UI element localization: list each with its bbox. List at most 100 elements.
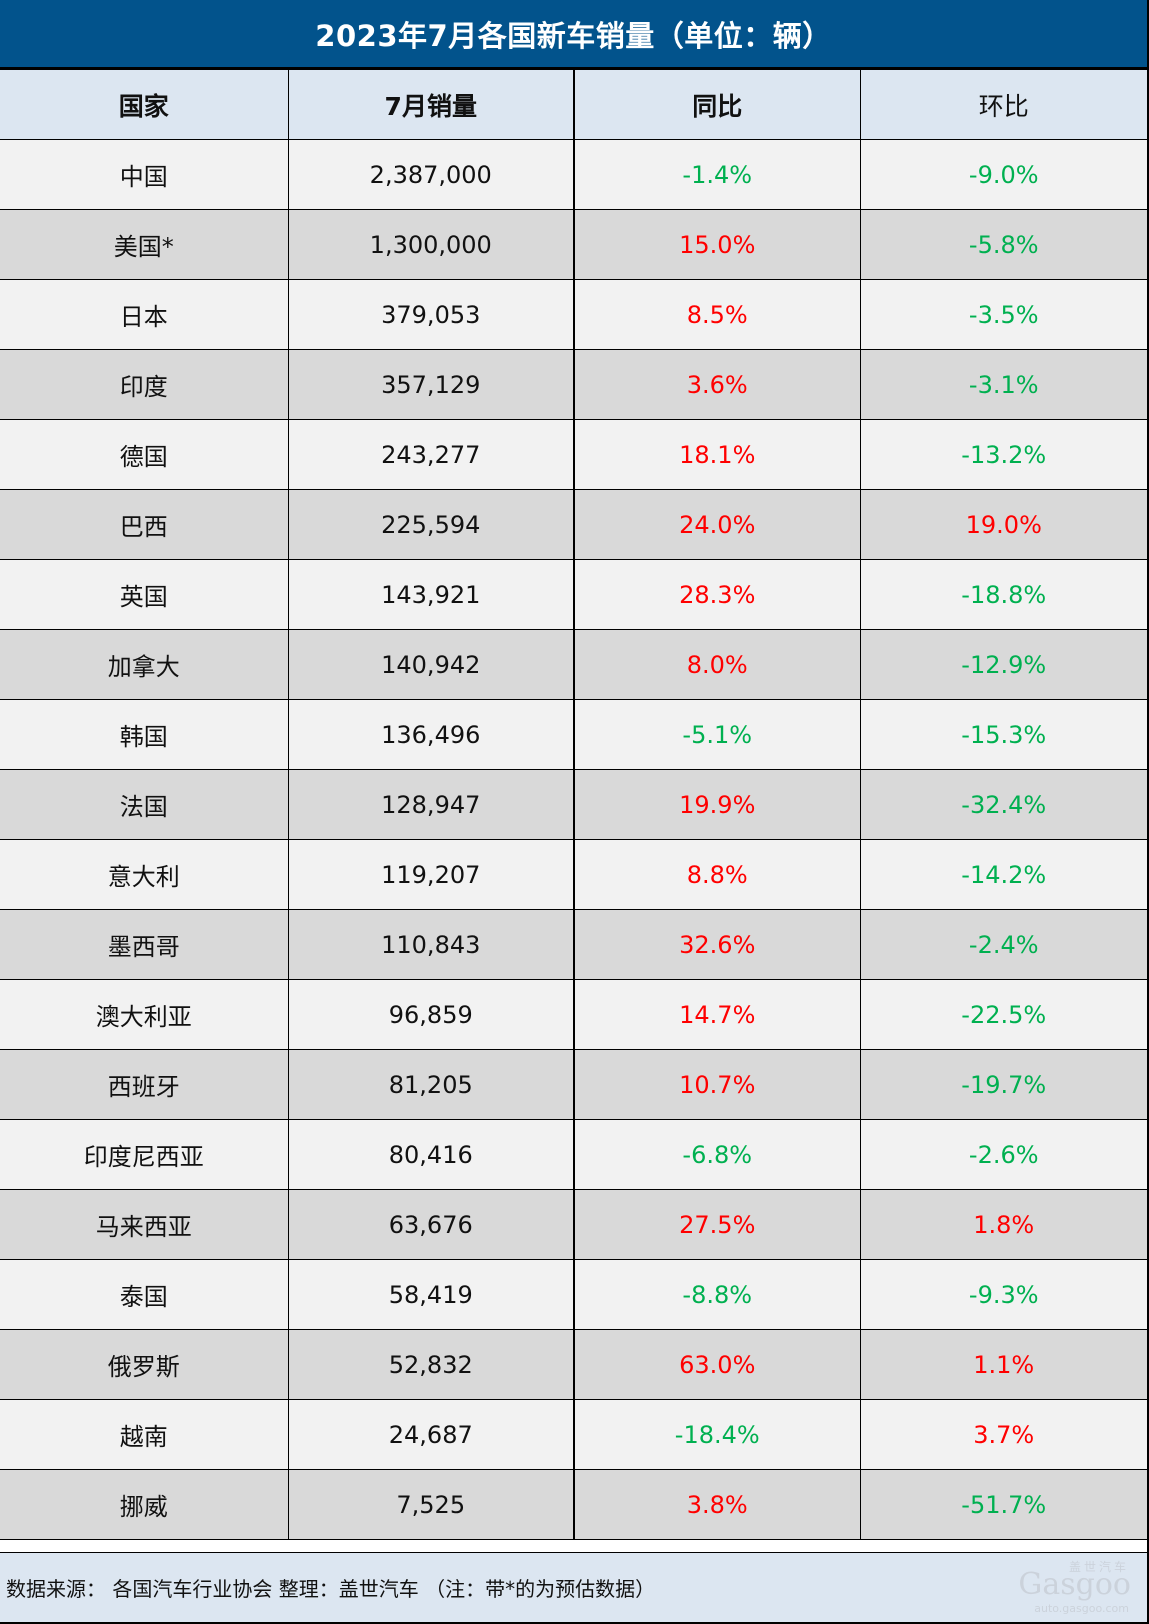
- watermark-cn: 盖世汽车: [1068, 1560, 1129, 1574]
- yoy-cell: 14.7%: [573, 979, 860, 1050]
- table-row: 泰国 58,419 -8.8% -9.3%: [0, 1259, 1147, 1330]
- sales-cell: 136,496: [287, 699, 574, 770]
- table-row: 德国 243,277 18.1% -13.2%: [0, 419, 1147, 490]
- yoy-cell: 18.1%: [573, 419, 860, 490]
- country-cell: 英国: [0, 559, 288, 630]
- table-row: 韩国 136,496 -5.1% -15.3%: [0, 699, 1147, 770]
- country-cell: 意大利: [0, 839, 288, 910]
- sales-cell: 110,843: [287, 909, 574, 980]
- sales-cell: 128,947: [287, 769, 574, 840]
- sales-cell: 80,416: [287, 1119, 574, 1190]
- country-cell: 韩国: [0, 699, 288, 770]
- header-yoy: 同比: [573, 69, 860, 140]
- header-sales: 7月销量: [287, 69, 574, 140]
- sales-cell: 7,525: [287, 1469, 574, 1540]
- mom-cell: -32.4%: [859, 769, 1147, 840]
- yoy-cell: -8.8%: [573, 1259, 860, 1330]
- yoy-cell: 3.8%: [573, 1469, 860, 1540]
- sales-cell: 119,207: [287, 839, 574, 910]
- sales-cell: 96,859: [287, 979, 574, 1050]
- yoy-cell: -18.4%: [573, 1399, 860, 1470]
- country-cell: 挪威: [0, 1469, 288, 1540]
- mom-cell: -22.5%: [859, 979, 1147, 1050]
- mom-cell: -9.0%: [859, 139, 1147, 210]
- yoy-cell: 10.7%: [573, 1049, 860, 1120]
- mom-cell: -19.7%: [859, 1049, 1147, 1120]
- mom-cell: -12.9%: [859, 629, 1147, 700]
- sales-cell: 357,129: [287, 349, 574, 420]
- table-body: 中国 2,387,000 -1.4% -9.0% 美国* 1,300,000 15.0% -5…: [0, 139, 1147, 1540]
- sales-cell: 81,205: [287, 1049, 574, 1120]
- country-cell: 德国: [0, 419, 288, 490]
- table-row: 法国 128,947 19.9% -32.4%: [0, 769, 1147, 840]
- sales-table: 国家 7月销量 同比 环比 中国 2,387,000 -1.4% -9.0% 美国* 1,…: [0, 69, 1147, 1540]
- country-cell: 加拿大: [0, 629, 288, 700]
- sales-cell: 243,277: [287, 419, 574, 490]
- mom-cell: -51.7%: [859, 1469, 1147, 1540]
- table-row: 美国* 1,300,000 15.0% -5.8%: [0, 209, 1147, 280]
- table-row: 挪威 7,525 3.8% -51.7%: [0, 1469, 1147, 1540]
- country-cell: 印度尼西亚: [0, 1119, 288, 1190]
- mom-cell: -2.6%: [859, 1119, 1147, 1190]
- table-row: 巴西 225,594 24.0% 19.0%: [0, 489, 1147, 560]
- yoy-cell: 15.0%: [573, 209, 860, 280]
- yoy-cell: 28.3%: [573, 559, 860, 630]
- yoy-cell: -5.1%: [573, 699, 860, 770]
- sales-cell: 52,832: [287, 1329, 574, 1400]
- sales-cell: 225,594: [287, 489, 574, 560]
- table-row: 越南 24,687 -18.4% 3.7%: [0, 1399, 1147, 1470]
- country-cell: 巴西: [0, 489, 288, 560]
- mom-cell: -3.1%: [859, 349, 1147, 420]
- sales-cell: 2,387,000: [287, 139, 574, 210]
- mom-cell: 19.0%: [859, 489, 1147, 560]
- table-row: 印度 357,129 3.6% -3.1%: [0, 349, 1147, 420]
- mom-cell: 1.8%: [859, 1189, 1147, 1260]
- header-country: 国家: [0, 69, 288, 140]
- country-cell: 美国*: [0, 209, 288, 280]
- sales-cell: 140,942: [287, 629, 574, 700]
- country-cell: 马来西亚: [0, 1189, 288, 1260]
- mom-cell: 1.1%: [859, 1329, 1147, 1400]
- sales-cell: 63,676: [287, 1189, 574, 1260]
- gasgoo-logo-icon: Gasgoo: [1018, 1567, 1131, 1602]
- table-row: 墨西哥 110,843 32.6% -2.4%: [0, 909, 1147, 980]
- country-cell: 俄罗斯: [0, 1329, 288, 1400]
- sales-cell: 58,419: [287, 1259, 574, 1330]
- country-cell: 墨西哥: [0, 909, 288, 980]
- gasgoo-watermark: 盖世汽车 Gasgoo auto.gasgoo.com: [987, 1558, 1137, 1618]
- mom-cell: -18.8%: [859, 559, 1147, 630]
- country-cell: 中国: [0, 139, 288, 210]
- table-row: 日本 379,053 8.5% -3.5%: [0, 279, 1147, 350]
- table-title: 2023年7月各国新车销量（单位：辆）: [0, 0, 1147, 69]
- country-cell: 西班牙: [0, 1049, 288, 1120]
- yoy-cell: 27.5%: [573, 1189, 860, 1260]
- yoy-cell: 32.6%: [573, 909, 860, 980]
- yoy-cell: 8.5%: [573, 279, 860, 350]
- source-note: 数据来源： 各国汽车行业协会 整理：盖世汽车 （注：带*的为预估数据）: [0, 1552, 1147, 1622]
- table-row: 加拿大 140,942 8.0% -12.9%: [0, 629, 1147, 700]
- yoy-cell: -1.4%: [573, 139, 860, 210]
- yoy-cell: 3.6%: [573, 349, 860, 420]
- mom-cell: 3.7%: [859, 1399, 1147, 1470]
- mom-cell: -2.4%: [859, 909, 1147, 980]
- mom-cell: -9.3%: [859, 1259, 1147, 1330]
- table-row: 马来西亚 63,676 27.5% 1.8%: [0, 1189, 1147, 1260]
- mom-cell: -14.2%: [859, 839, 1147, 910]
- sales-cell: 1,300,000: [287, 209, 574, 280]
- country-cell: 印度: [0, 349, 288, 420]
- sales-cell: 143,921: [287, 559, 574, 630]
- yoy-cell: -6.8%: [573, 1119, 860, 1190]
- table-row: 印度尼西亚 80,416 -6.8% -2.6%: [0, 1119, 1147, 1190]
- country-cell: 日本: [0, 279, 288, 350]
- header-mom: 环比: [859, 69, 1147, 140]
- yoy-cell: 63.0%: [573, 1329, 860, 1400]
- mom-cell: -3.5%: [859, 279, 1147, 350]
- mom-cell: -5.8%: [859, 209, 1147, 280]
- table-row: 澳大利亚 96,859 14.7% -22.5%: [0, 979, 1147, 1050]
- table-row: 英国 143,921 28.3% -18.8%: [0, 559, 1147, 630]
- country-cell: 越南: [0, 1399, 288, 1470]
- yoy-cell: 19.9%: [573, 769, 860, 840]
- yoy-cell: 8.8%: [573, 839, 860, 910]
- table-row: 意大利 119,207 8.8% -14.2%: [0, 839, 1147, 910]
